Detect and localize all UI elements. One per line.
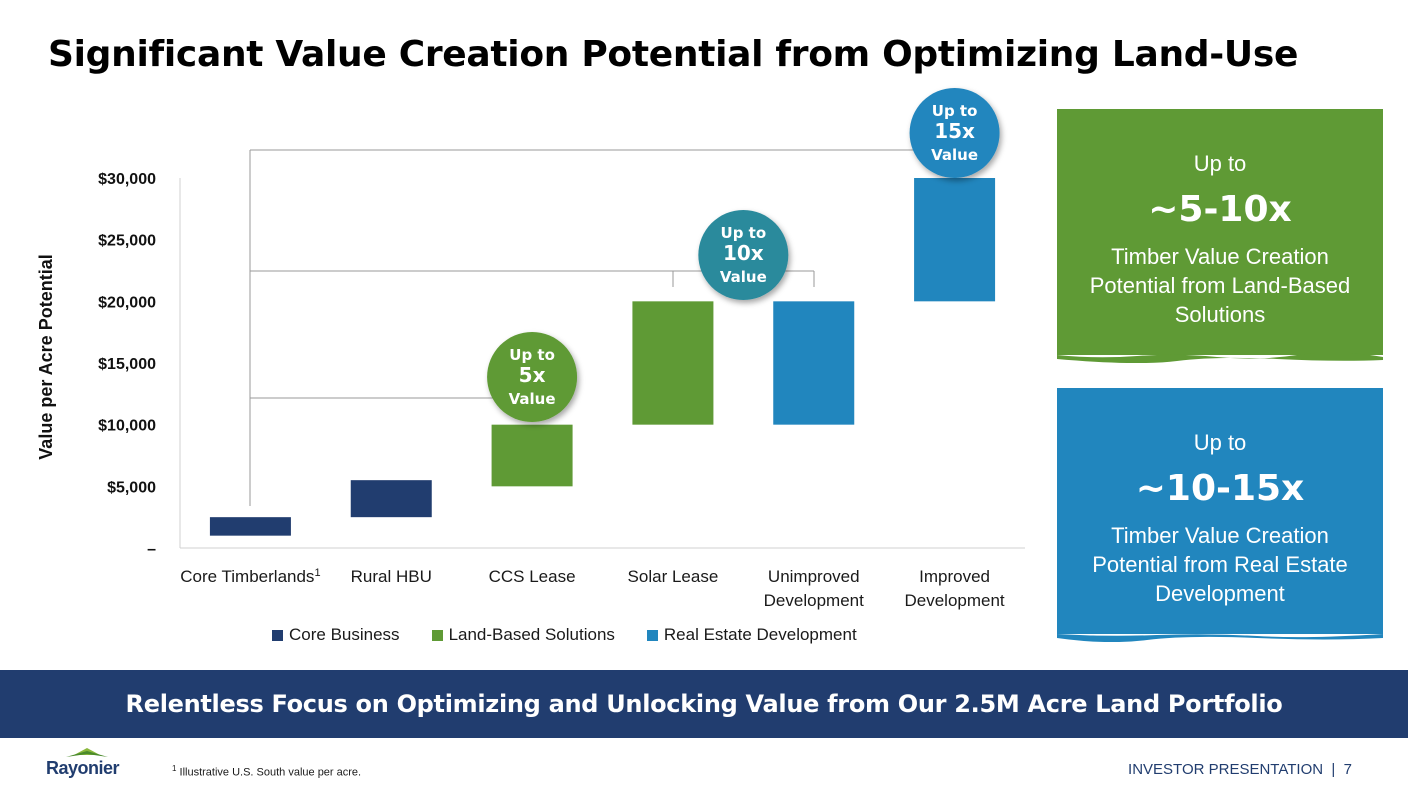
x-tick-label-3-0: Solar Lease [628,567,719,586]
brush-stroke-blue [1057,634,1383,642]
chart-legend: Core Business Land-Based Solutions Real … [272,625,889,645]
legend-swatch-core-business [272,629,283,641]
value-per-acre-chart: – $5,000 $10,000 $15,000 $20,000 $25,000 $30,0… [36,88,1025,610]
legend-item-core-business: Core Business [272,625,400,645]
callout-real-estate-value: ~10-15x [1135,468,1305,509]
footer-page-label: INVESTOR PRESENTATION | 7 [1128,761,1352,778]
page-title: Significant Value Creation Potential fro… [48,34,1299,75]
badge-circle-0 [487,332,578,422]
legend-swatch-real-estate-development [646,629,658,641]
bottom-banner: Relentless Focus on Optimizing and Unloc… [0,670,1408,738]
badge-label-1-2: Value [720,268,767,286]
badge-label-2-0: Up to [932,102,978,120]
footnote: 1 Illustrative U.S. South value per acre… [172,764,361,779]
y-tick-label-1: $5,000 [107,479,156,496]
badge-label-0-2: Value [509,390,556,408]
x-tick-label-2-0: CCS Lease [489,567,576,586]
rayonier-logo-text: Rayonier [46,758,120,778]
callout-land-based-desc: Timber Value Creation Potential from Lan… [1089,244,1351,327]
badge-label-2-2: Value [931,146,978,164]
legend-label-real-estate-development: Real Estate Development [663,625,857,644]
legend-item-real-estate-development: Real Estate Development [646,625,857,645]
bar-4 [773,301,855,425]
legend-swatch-land-based-solutions [431,629,443,641]
badge-circle-2 [909,88,1000,178]
callout-real-estate-desc: Timber Value Creation Potential from Rea… [1092,523,1348,606]
footnote-text: Illustrative U.S. South value per acre. [179,766,362,779]
x-tick-label-1-0: Rural HBU [351,567,432,586]
y-tick-label-5: $25,000 [98,233,156,250]
brush-stroke-green [1057,353,1383,363]
legend-label-land-based-solutions: Land-Based Solutions [448,625,615,644]
badge-label-0-0: Up to [509,346,555,364]
x-tick-label-4-1: Development [764,591,864,610]
x-tick-label-sup-0: 1 [314,567,320,579]
badge-circle-1 [698,210,789,300]
x-tick-label-5-0: Improved [919,567,990,586]
callout-land-based-upto: Up to [1193,151,1247,176]
legend-item-land-based-solutions: Land-Based Solutions [431,625,615,645]
y-tick-label-0: – [147,541,156,558]
footnote-mark: 1 [172,764,177,773]
legend-label-core-business: Core Business [289,625,400,644]
bar-0 [209,517,291,536]
badge-label-0-1: 5x [519,363,546,387]
x-tick-label-0-0: Core Timberlands1 [180,567,320,586]
y-tick-label-6: $30,000 [98,171,156,188]
callout-land-based-value: ~5-10x [1148,189,1292,230]
badge-label-1-0: Up to [721,224,767,242]
bar-5 [914,178,996,302]
x-tick-label-4-0: Unimproved [768,567,860,586]
y-tick-label-3: $15,000 [98,356,156,373]
bar-2 [491,424,573,487]
callout-real-estate: Up to ~10-15x Timber Value Creation Pote… [1057,388,1383,634]
badge-label-1-1: 10x [723,241,764,265]
y-tick-label-4: $20,000 [98,294,156,311]
bar-1 [350,480,432,518]
y-axis-title: Value per Acre Potential [36,254,56,459]
callout-real-estate-upto: Up to [1193,430,1247,455]
bar-3 [632,301,714,425]
rayonier-logo-icon [66,748,108,757]
y-tick-label-2: $10,000 [98,418,156,435]
banner-text: Relentless Focus on Optimizing and Unloc… [125,690,1283,718]
callout-land-based: Up to ~5-10x Timber Value Creation Poten… [1057,109,1383,355]
x-tick-label-5-1: Development [904,591,1004,610]
badge-label-2-1: 15x [934,119,975,143]
